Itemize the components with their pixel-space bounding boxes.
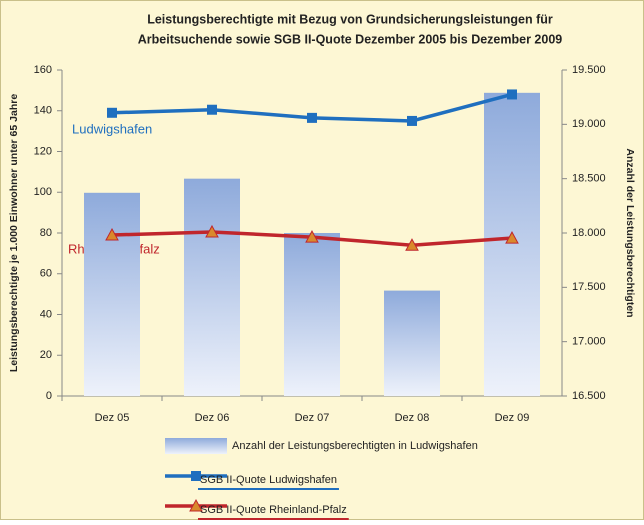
y2-tick-label: 18.500 bbox=[572, 173, 606, 185]
y2-tick-label: 17.500 bbox=[572, 281, 606, 293]
bar bbox=[284, 233, 340, 396]
bar bbox=[84, 192, 140, 396]
bar bbox=[384, 290, 440, 396]
marker bbox=[505, 231, 519, 244]
chart-title: Leistungsberechtigte mit Bezug von Grund… bbox=[147, 12, 553, 26]
marker bbox=[191, 471, 201, 481]
marker bbox=[405, 238, 419, 251]
marker bbox=[305, 230, 319, 243]
legend-label: Anzahl der Leistungsberechtigten in Ludw… bbox=[232, 440, 478, 452]
marker bbox=[105, 227, 119, 241]
y-tick-label: 20 bbox=[40, 349, 52, 361]
y2-axis-label: Anzahl der Leistungsberechtigten bbox=[624, 148, 636, 317]
x-tick-label: Dez 07 bbox=[295, 412, 330, 424]
y-tick-label: 60 bbox=[40, 268, 52, 280]
y-tick-label: 0 bbox=[46, 390, 52, 402]
marker bbox=[205, 224, 219, 238]
bar bbox=[484, 92, 540, 396]
legend-label: SGB II-Quote Rheinland-Pfalz bbox=[200, 504, 347, 516]
marker bbox=[507, 89, 517, 100]
marker bbox=[407, 115, 417, 126]
y2-tick-label: 16.500 bbox=[572, 390, 606, 402]
x-tick-label: Dez 08 bbox=[395, 412, 430, 424]
y-tick-label: 80 bbox=[40, 227, 52, 239]
x-tick-label: Dez 05 bbox=[95, 412, 130, 424]
legend-label: SGB II-Quote Ludwigshafen bbox=[200, 474, 337, 486]
bar bbox=[184, 178, 240, 396]
chart-title: Arbeitsuchende sowie SGB II-Quote Dezemb… bbox=[138, 32, 563, 46]
x-tick-label: Dez 09 bbox=[495, 412, 530, 424]
x-tick-label: Dez 06 bbox=[195, 412, 230, 424]
marker bbox=[107, 107, 117, 118]
y-tick-label: 160 bbox=[34, 64, 52, 76]
y-tick-label: 140 bbox=[34, 105, 52, 117]
y2-tick-label: 19.000 bbox=[572, 118, 606, 130]
y-tick-label: 40 bbox=[40, 308, 52, 320]
annotation: Ludwigshafen bbox=[72, 121, 152, 136]
y2-tick-label: 19.500 bbox=[572, 64, 606, 76]
marker bbox=[189, 498, 203, 512]
y2-tick-label: 17.000 bbox=[572, 336, 606, 348]
y-axis-label: Leistungsberechtigte je 1.000 Einwohner … bbox=[8, 94, 20, 372]
legend-swatch bbox=[165, 438, 227, 454]
y2-tick-label: 18.000 bbox=[572, 227, 606, 239]
y-tick-label: 120 bbox=[34, 145, 52, 157]
marker bbox=[307, 112, 317, 123]
marker bbox=[207, 104, 217, 115]
y-tick-label: 100 bbox=[34, 186, 52, 198]
